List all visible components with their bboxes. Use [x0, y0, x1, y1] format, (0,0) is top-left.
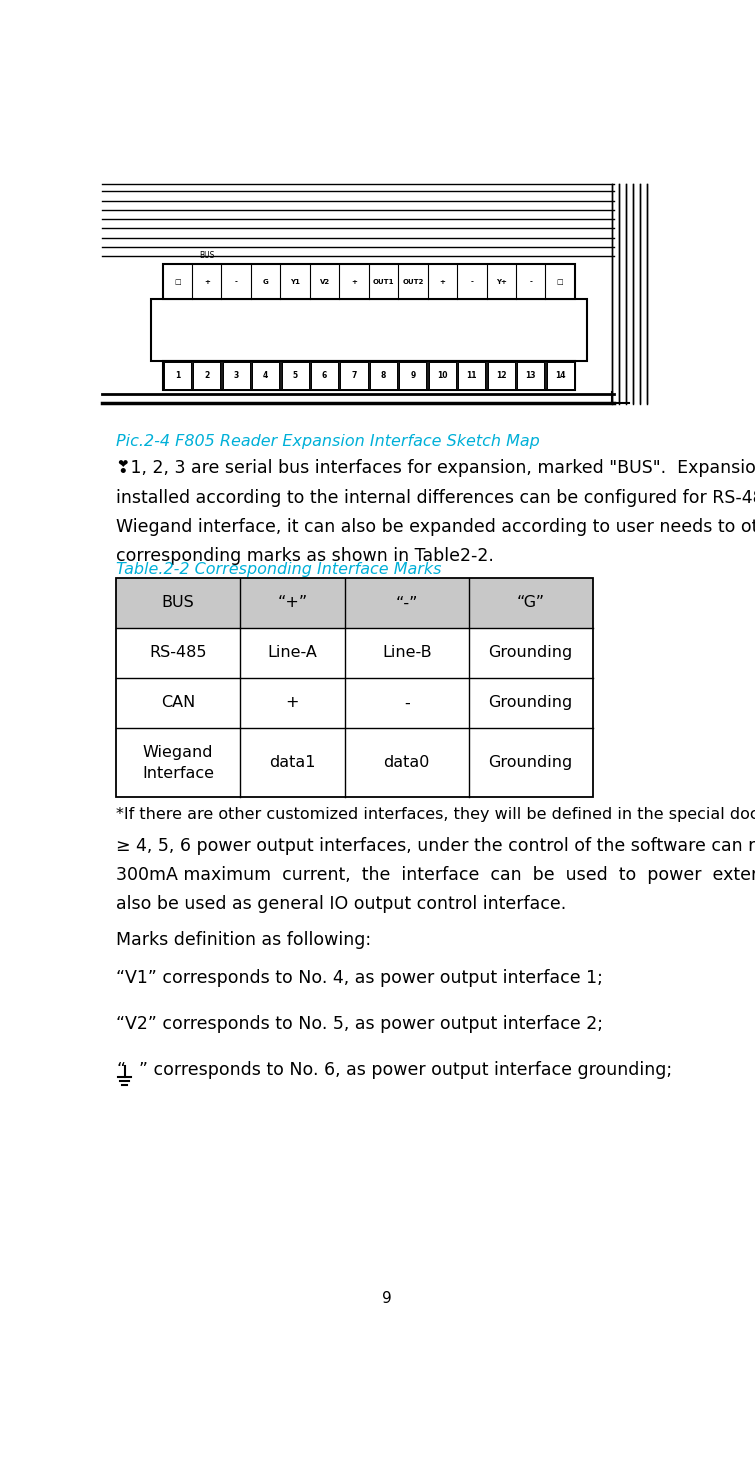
Bar	[252, 362, 279, 388]
Bar	[162, 264, 575, 299]
Text: “G”: “G”	[516, 595, 545, 610]
Text: 7: 7	[351, 371, 356, 380]
Bar	[458, 362, 485, 388]
Text: BUS: BUS	[162, 595, 195, 610]
Text: ” corresponds to No. 6, as power output interface grounding;: ” corresponds to No. 6, as power output …	[140, 1061, 673, 1079]
Text: data0: data0	[384, 755, 430, 770]
Text: 1: 1	[174, 371, 180, 380]
Text: 4: 4	[263, 371, 268, 380]
Text: -: -	[529, 279, 532, 284]
Text: Line-B: Line-B	[382, 645, 432, 661]
Bar	[151, 299, 587, 361]
Text: 9: 9	[382, 1292, 392, 1306]
Text: Grounding: Grounding	[488, 695, 573, 711]
Text: G: G	[263, 279, 269, 284]
Text: Grounding: Grounding	[488, 645, 573, 661]
Text: 8: 8	[381, 371, 386, 380]
Text: CAN: CAN	[161, 695, 196, 711]
Text: 2: 2	[204, 371, 209, 380]
Text: 11: 11	[467, 371, 477, 380]
Text: +: +	[285, 695, 299, 711]
Text: also be used as general IO output control interface.: also be used as general IO output contro…	[116, 896, 566, 913]
Text: Y+: Y+	[496, 279, 507, 284]
Bar	[488, 362, 515, 388]
Text: -: -	[404, 695, 409, 711]
Text: -: -	[235, 279, 238, 284]
Text: Pic.2-4 F805 Reader Expansion Interface Sketch Map: Pic.2-4 F805 Reader Expansion Interface …	[116, 434, 540, 449]
Text: Y1: Y1	[290, 279, 300, 284]
Text: 6: 6	[322, 371, 327, 380]
Bar	[429, 362, 456, 388]
Text: □: □	[174, 279, 180, 284]
Bar	[162, 361, 575, 390]
Text: “+”: “+”	[277, 595, 307, 610]
Text: corresponding marks as shown in Table2-2.: corresponding marks as shown in Table2-2…	[116, 547, 494, 564]
Text: +: +	[439, 279, 445, 284]
Text: BUS: BUS	[199, 251, 214, 259]
Bar	[116, 578, 593, 798]
Text: “: “	[116, 1061, 125, 1079]
Text: 10: 10	[437, 371, 448, 380]
Text: OUT1: OUT1	[373, 279, 394, 284]
Bar	[223, 362, 250, 388]
Text: -: -	[470, 279, 473, 284]
Text: Grounding: Grounding	[488, 755, 573, 770]
Text: +: +	[351, 279, 357, 284]
Text: RS-485: RS-485	[149, 645, 207, 661]
Text: +: +	[204, 279, 210, 284]
Bar	[547, 362, 574, 388]
Bar	[193, 362, 220, 388]
Text: *If there are other customized interfaces, they will be defined in the special d: *If there are other customized interface…	[116, 808, 755, 822]
Text: □: □	[557, 279, 563, 284]
Bar	[517, 362, 544, 388]
Bar	[370, 362, 397, 388]
Text: Wiegand
Interface: Wiegand Interface	[142, 745, 214, 781]
Bar	[116, 578, 593, 627]
Bar	[282, 362, 309, 388]
Text: “V2” corresponds to No. 5, as power output interface 2;: “V2” corresponds to No. 5, as power outp…	[116, 1016, 603, 1034]
Text: data1: data1	[269, 755, 316, 770]
Bar	[311, 362, 338, 388]
Bar	[164, 362, 191, 388]
Bar	[399, 362, 427, 388]
Text: 12: 12	[496, 371, 507, 380]
Text: 3: 3	[233, 371, 239, 380]
Text: 300mA maximum  current,  the  interface  can  be  used  to  power  external  dev: 300mA maximum current, the interface can…	[116, 866, 755, 884]
Text: 13: 13	[525, 371, 536, 380]
Text: Wiegand interface, it can also be expanded according to user needs to other inte: Wiegand interface, it can also be expand…	[116, 517, 755, 535]
Bar	[341, 362, 368, 388]
Text: “-”: “-”	[396, 595, 418, 610]
Text: installed according to the internal differences can be configured for RS-485, CA: installed according to the internal diff…	[116, 488, 755, 507]
Text: ❣1, 2, 3 are serial bus interfaces for expansion, marked "BUS".  Expansion board: ❣1, 2, 3 are serial bus interfaces for e…	[116, 459, 755, 478]
Text: Line-A: Line-A	[267, 645, 317, 661]
Text: V2: V2	[319, 279, 330, 284]
Text: Marks definition as following:: Marks definition as following:	[116, 931, 371, 949]
Text: 9: 9	[410, 371, 415, 380]
Text: “V1” corresponds to No. 4, as power output interface 1;: “V1” corresponds to No. 4, as power outp…	[116, 969, 603, 987]
Text: ≥ 4, 5, 6 power output interfaces, under the control of the software can respect: ≥ 4, 5, 6 power output interfaces, under…	[116, 837, 755, 855]
Text: 14: 14	[555, 371, 565, 380]
Text: Table.2-2 Corresponding Interface Marks: Table.2-2 Corresponding Interface Marks	[116, 563, 442, 578]
Text: 5: 5	[292, 371, 297, 380]
Text: OUT2: OUT2	[402, 279, 424, 284]
